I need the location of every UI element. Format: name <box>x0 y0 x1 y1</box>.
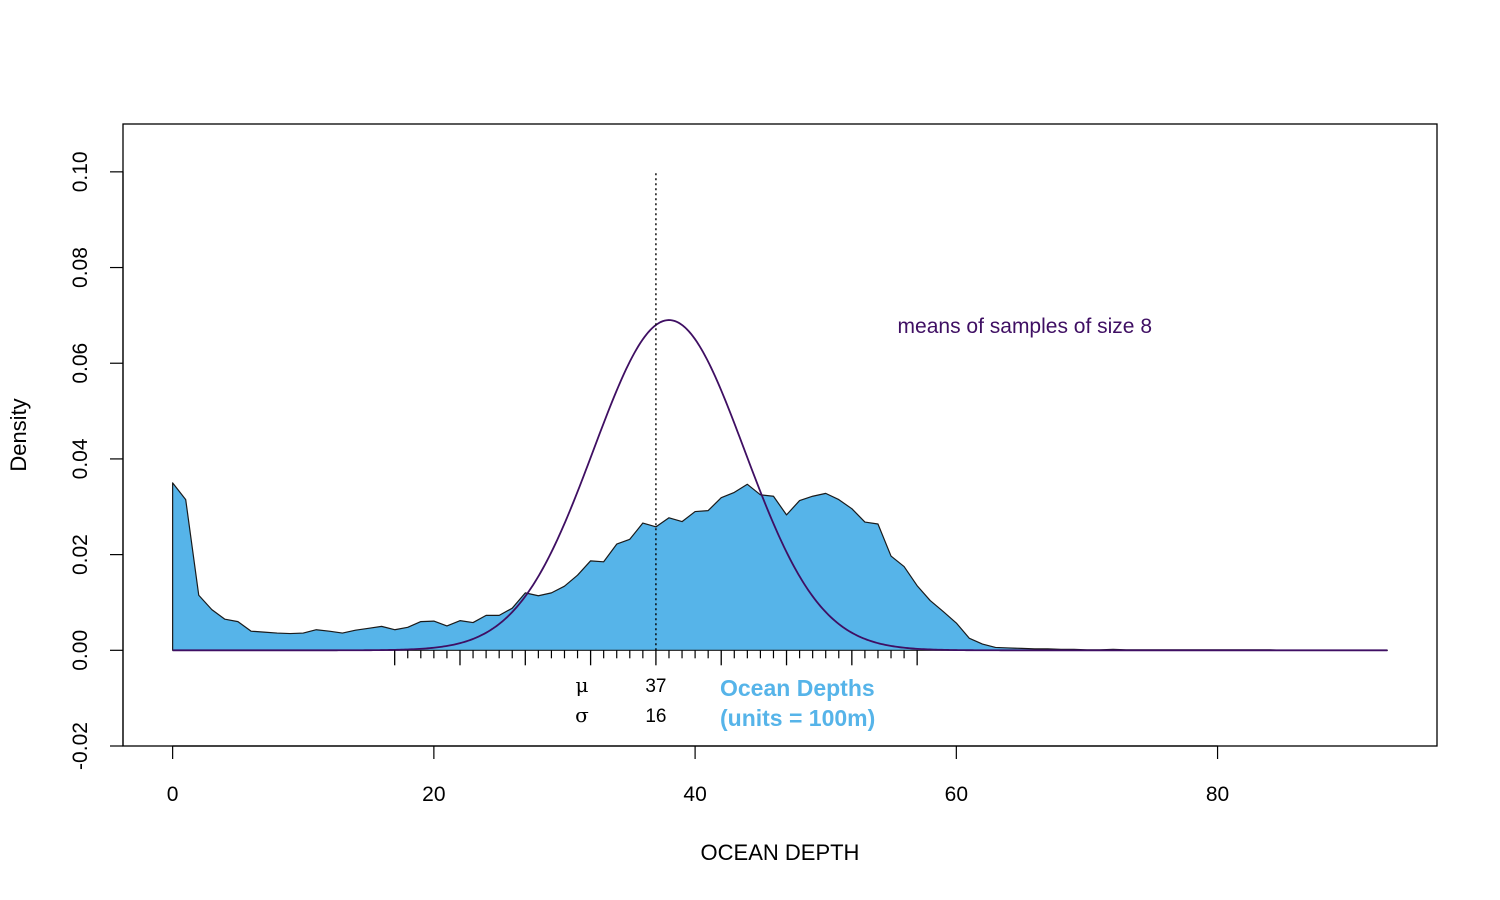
x-axis-title: OCEAN DEPTH <box>701 840 860 865</box>
y-tick-label: 0.02 <box>69 534 92 575</box>
y-axis-title: Density <box>6 398 31 471</box>
x-tick-label: 80 <box>1206 783 1229 806</box>
sigma-value: 16 <box>645 706 666 727</box>
density-area <box>172 482 1388 651</box>
plot-frame <box>122 123 1438 747</box>
mu-symbol: μ <box>576 673 589 697</box>
x-tick-label: 40 <box>683 783 706 806</box>
y-tick-label: 0.10 <box>69 151 92 192</box>
y-tick-label: 0.06 <box>69 343 92 384</box>
x-tick-label: 20 <box>422 783 445 806</box>
y-tick-label: 0.04 <box>69 438 92 479</box>
normal-curve-layer <box>172 319 1388 652</box>
density-area-layer <box>172 482 1388 651</box>
curve-annotation: means of samples of size 8 <box>898 315 1152 338</box>
y-tick-label: 0.00 <box>69 630 92 671</box>
x-tick-label: 0 <box>167 783 179 806</box>
legend-units: (units = 100m) <box>720 705 875 731</box>
sigma-symbol: σ <box>575 703 589 727</box>
normal-curve <box>172 319 1388 652</box>
y-tick-label: 0.08 <box>69 247 92 288</box>
rug-ticks-layer <box>394 650 918 666</box>
x-tick-label: 60 <box>945 783 968 806</box>
mu-value: 37 <box>645 676 666 697</box>
y-tick-label: -0.02 <box>69 722 92 770</box>
legend-title: Ocean Depths <box>720 675 875 701</box>
